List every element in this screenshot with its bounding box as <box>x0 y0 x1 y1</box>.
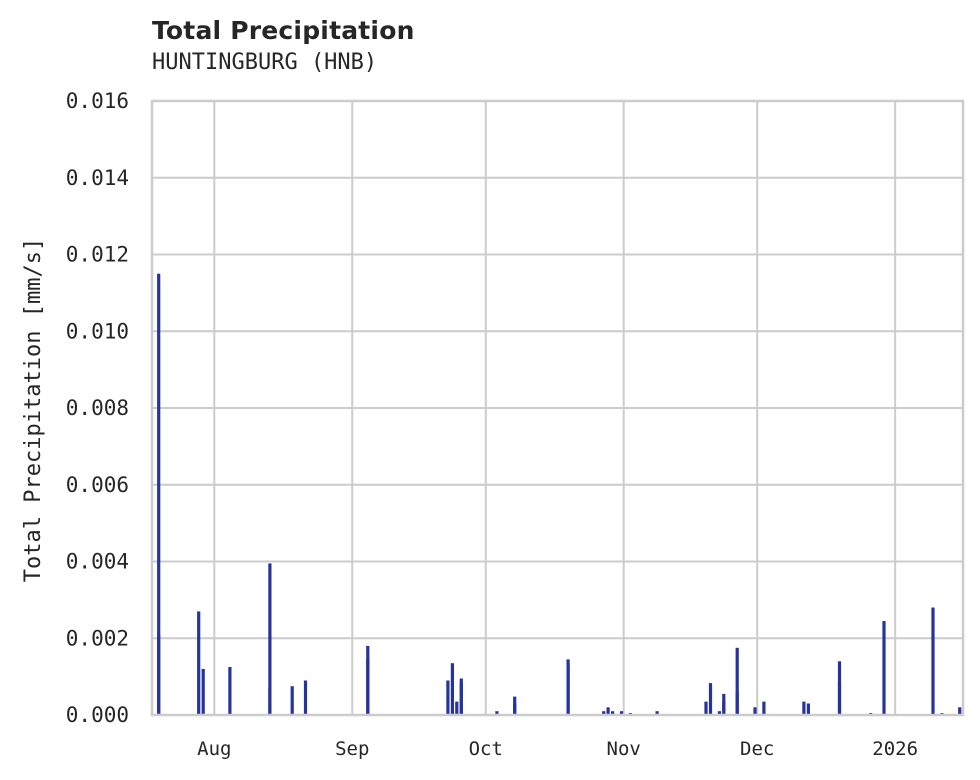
y-tick-label: 0.004 <box>66 550 129 574</box>
x-tick-label: Sep <box>335 738 369 760</box>
x-tick-label: Oct <box>469 738 503 760</box>
precipitation-spike <box>802 701 806 715</box>
precipitation-spike <box>611 711 615 715</box>
precipitation-spike <box>366 659 370 715</box>
precipitation-spike <box>619 711 624 715</box>
y-tick-label: 0.012 <box>66 243 129 267</box>
precipitation-spike <box>762 701 766 715</box>
precipitation-spike <box>157 634 161 715</box>
precipitation-spike <box>837 661 842 715</box>
precipitation-spike <box>735 647 739 715</box>
precipitation-spike <box>566 665 570 715</box>
precipitation-spike <box>717 711 721 715</box>
precipitation-spike <box>606 707 610 715</box>
y-axis-label: Total Precipitation [mm/s] <box>21 238 46 582</box>
precipitation-spike <box>753 707 757 715</box>
precipitation-spike <box>290 686 294 715</box>
precipitation-spike <box>455 701 459 715</box>
chart-title: Total Precipitation <box>152 16 415 45</box>
precipitation-spike <box>495 711 499 715</box>
precipitation-spike <box>655 711 659 715</box>
precipitation-spike <box>303 680 308 715</box>
gridlines <box>152 100 963 716</box>
x-tick-label: 2026 <box>872 738 918 760</box>
y-tick-label: 0.010 <box>66 319 129 343</box>
y-tick-label: 0.016 <box>66 89 129 113</box>
precipitation-series <box>157 273 962 715</box>
x-tick-label: Aug <box>197 738 231 760</box>
precipitation-spike <box>958 707 962 715</box>
y-tick-label: 0.000 <box>66 703 129 727</box>
y-tick-label: 0.014 <box>66 166 129 190</box>
y-tick-label: 0.008 <box>66 396 129 420</box>
precipitation-spike <box>704 701 708 715</box>
precipitation-spike <box>735 692 739 715</box>
precipitation-spike <box>806 703 810 715</box>
plot-frame <box>150 99 965 717</box>
precipitation-spike <box>708 683 713 715</box>
precipitation-spike <box>450 663 454 715</box>
chart-subtitle: HUNTINGBURG (HNB) <box>152 50 378 75</box>
precipitation-spike <box>602 711 606 715</box>
precipitation-spike <box>201 669 205 715</box>
precipitation-spike <box>459 682 463 715</box>
precipitation-spike <box>882 621 886 715</box>
precipitation-spike <box>513 696 517 715</box>
precipitation-spike <box>157 273 161 715</box>
precipitation-spike <box>268 563 272 715</box>
precipitation-spike <box>931 607 935 715</box>
precipitation-spike <box>197 611 201 715</box>
x-tick-label: Nov <box>607 738 641 760</box>
y-axis-ticks: 0.000 0.002 0.004 0.006 0.008 0.010 0.012 0.014… <box>66 89 129 727</box>
precipitation-spike <box>722 693 726 715</box>
y-tick-label: 0.006 <box>66 473 129 497</box>
y-tick-label: 0.002 <box>66 626 129 650</box>
x-tick-label: Dec <box>740 738 774 760</box>
x-axis-ticks: Aug Sep Oct Nov Dec 2026 <box>197 738 918 760</box>
precipitation-spike <box>446 680 450 715</box>
precipitation-spike <box>228 667 232 715</box>
